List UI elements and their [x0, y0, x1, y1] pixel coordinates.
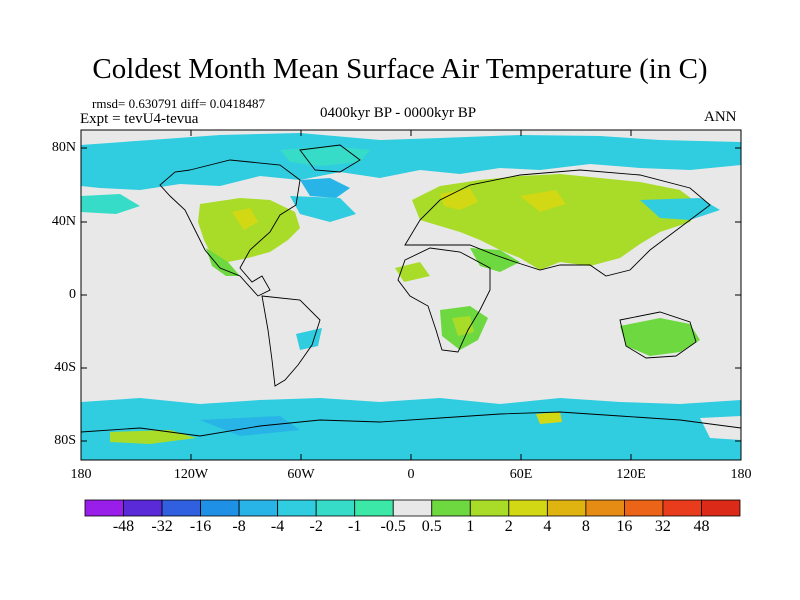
- lon-label-120w: 120W: [173, 467, 209, 482]
- colorbar-swatch: [354, 499, 394, 517]
- lat-label-40n: 40N: [51, 214, 76, 229]
- colorbar-label: 32: [654, 518, 671, 535]
- colorbar-label: 48: [693, 518, 710, 535]
- colorbar-swatch: [161, 499, 201, 517]
- colorbar-label: 8: [581, 518, 590, 535]
- colorbar-label: 1: [466, 518, 475, 535]
- colorbar: [84, 499, 741, 517]
- colorbar-swatch: [315, 499, 356, 517]
- lat-label-0: 0: [69, 287, 76, 302]
- stats-text: rmsd= 0.630791 diff= 0.0418487: [92, 96, 265, 111]
- colorbar-label: -1: [348, 518, 362, 535]
- colorbar-label: 4: [543, 518, 552, 535]
- figure-title: Coldest Month Mean Surface Air Temperatu…: [92, 53, 708, 85]
- colorbar-swatch: [431, 499, 471, 517]
- colorbar-swatch: [392, 499, 433, 517]
- colorbar-swatch: [624, 499, 664, 517]
- lat-label-80n: 80N: [51, 140, 76, 155]
- map-area: [81, 130, 741, 460]
- colorbar-label: -0.5: [380, 518, 406, 535]
- coastlines: [81, 144, 741, 437]
- colorbar-swatch: [469, 499, 510, 517]
- lon-label-0: 0: [407, 467, 415, 482]
- colorbar-swatch: [546, 499, 587, 517]
- lon-label-180-right: 180: [730, 467, 752, 482]
- colorbar-swatch: [123, 499, 163, 517]
- colorbar-label: -16: [189, 518, 212, 535]
- colorbar-swatch: [662, 499, 702, 517]
- colorbar-swatch: [277, 499, 317, 517]
- lon-label-60w: 60W: [287, 467, 315, 482]
- colorbar-label: -8: [232, 518, 246, 535]
- colorbar-label: 0.5: [421, 518, 442, 535]
- colorbar-label: -4: [270, 518, 285, 535]
- lat-label-40s: 40S: [54, 360, 76, 375]
- colorbar-label: 16: [616, 518, 633, 535]
- colorbar-swatch: [84, 499, 124, 517]
- axis-ticks: [81, 130, 741, 460]
- colorbar-swatch: [701, 499, 741, 517]
- colorbar-label: -48: [112, 518, 135, 535]
- colorbar-label: 2: [504, 518, 513, 535]
- lon-label-180-left: 180: [70, 467, 92, 482]
- lon-label-60e: 60E: [509, 467, 533, 482]
- lon-label-120e: 120E: [616, 467, 646, 482]
- region-eurasia-warm: [395, 174, 720, 282]
- region-southern-ocean-cool: [81, 398, 741, 460]
- colorbar-swatch: [238, 499, 279, 517]
- region-north-america-warm: [198, 198, 300, 276]
- period-label: 0400kyr BP - 0000kyr BP: [320, 105, 477, 121]
- colorbar-swatch: [585, 499, 625, 517]
- colorbar-swatch: [508, 499, 548, 517]
- colorbar-label: -32: [151, 518, 173, 535]
- colorbar-swatch: [200, 499, 240, 517]
- season-label: ANN: [704, 109, 737, 125]
- experiment-label: Expt = tevU4-tevua: [80, 111, 199, 127]
- colorbar-label: -2: [309, 518, 323, 535]
- lat-label-80s: 80S: [54, 433, 76, 448]
